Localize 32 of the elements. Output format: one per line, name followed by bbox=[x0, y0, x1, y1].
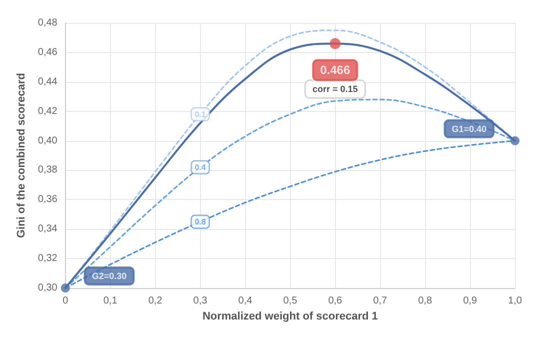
x-tick-label: 1,0 bbox=[508, 296, 522, 306]
y-tick-label: 0,32 bbox=[38, 253, 58, 264]
y-tick-label: 0,46 bbox=[38, 46, 58, 58]
series-label: 0.1 bbox=[194, 110, 206, 119]
series-label: 0.4 bbox=[194, 162, 206, 172]
y-tick-label: 0,34 bbox=[38, 224, 58, 235]
x-tick-label: 0,3 bbox=[193, 296, 208, 306]
x-tick-label: 0 bbox=[62, 296, 69, 306]
y-tick-label: 0,30 bbox=[38, 282, 58, 294]
annotation: G1=0.40 bbox=[452, 124, 486, 134]
point bbox=[510, 136, 520, 146]
y-tick-label: 0,48 bbox=[38, 18, 58, 28]
x-tick-label: 0,5 bbox=[283, 296, 298, 306]
x-tick-label: 0,8 bbox=[418, 296, 432, 306]
x-tick-label: 0,7 bbox=[373, 296, 388, 306]
x-tick-label: 0,9 bbox=[463, 296, 478, 306]
x-tick-label: 0,4 bbox=[238, 296, 253, 306]
y-axis-title: Gini of the combined scorecard bbox=[16, 72, 28, 238]
annotation: 0.466 bbox=[320, 63, 350, 78]
annotation: corr = 0.15 bbox=[312, 84, 358, 94]
y-tick-label: 0,42 bbox=[38, 106, 58, 117]
x-tick-label: 0,6 bbox=[328, 296, 343, 306]
y-tick-label: 0,44 bbox=[38, 76, 58, 88]
y-tick-label: 0,38 bbox=[38, 164, 58, 176]
x-tick-label: 0,1 bbox=[103, 296, 118, 306]
y-tick-label: 0,40 bbox=[38, 135, 58, 146]
x-tick-label: 0,2 bbox=[148, 296, 163, 306]
y-tick-label: 0,36 bbox=[38, 194, 58, 206]
point bbox=[60, 284, 70, 292]
x-axis-title: Normalized weight of scorecard 1 bbox=[202, 310, 378, 322]
series-label: 0.8 bbox=[194, 217, 206, 226]
annotation: G2=0.30 bbox=[92, 271, 127, 281]
